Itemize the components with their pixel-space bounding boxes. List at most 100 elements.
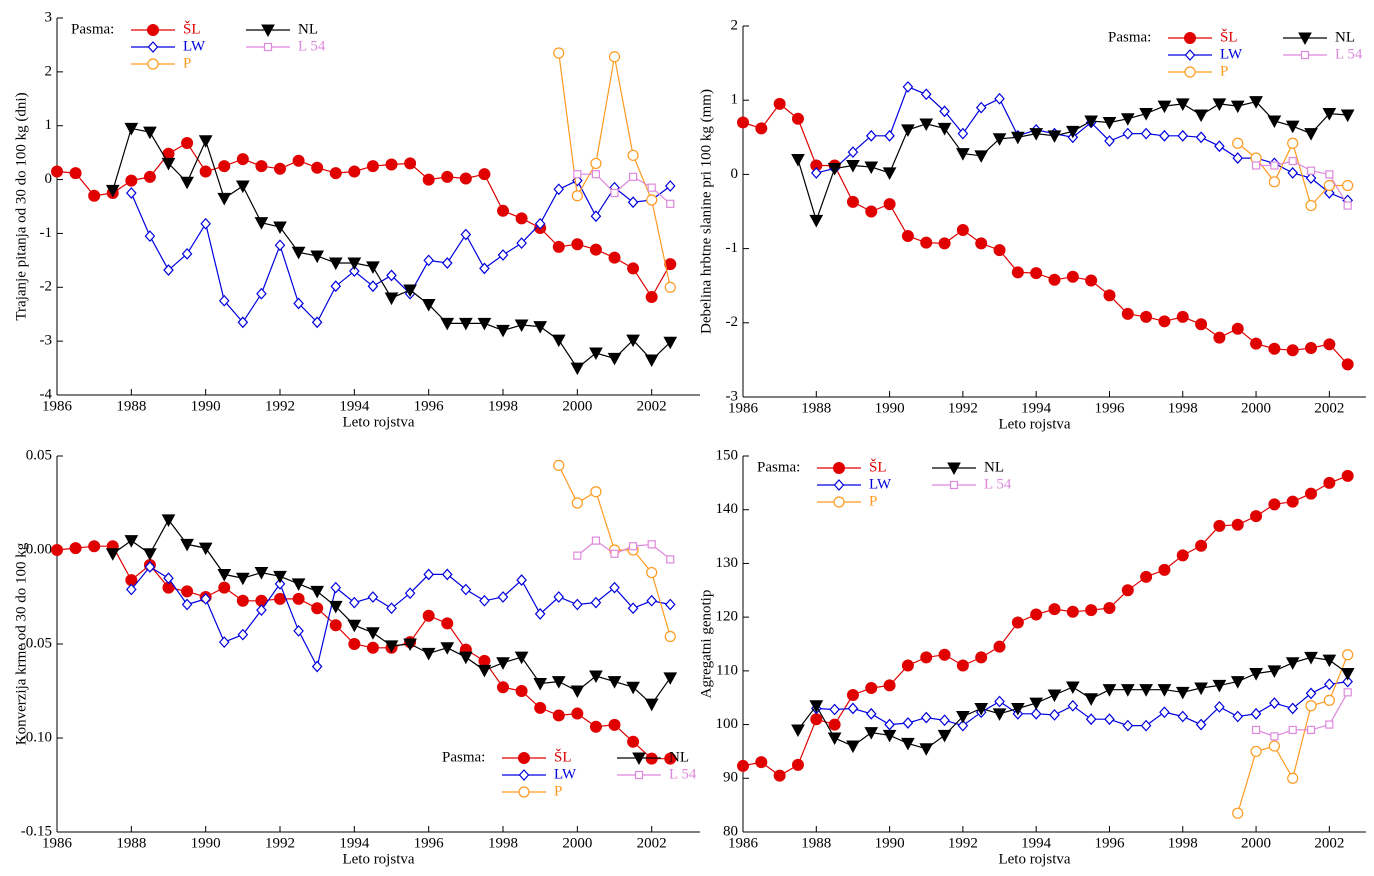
marker [1325,170,1334,179]
marker [163,264,174,276]
marker [571,190,583,202]
marker [291,578,306,591]
marker [347,619,362,633]
y-tick-label: 90 [723,770,738,786]
x-axis-label: Leto rojstva [342,851,414,867]
marker [993,640,1006,653]
marker [865,129,877,142]
marker [514,319,529,333]
marker [292,154,305,167]
marker [533,677,548,691]
marker [1231,322,1244,335]
marker [236,594,249,607]
marker [791,758,804,771]
marker [1306,166,1316,175]
marker [1342,179,1354,192]
marker [627,196,639,209]
marker [810,713,823,726]
marker [255,160,268,173]
marker [349,596,360,609]
x-tick-label: 1988 [801,400,831,416]
marker [496,657,510,670]
marker [254,217,269,230]
marker [645,290,658,303]
marker [1342,675,1353,688]
marker [956,224,969,237]
marker [1323,179,1335,192]
marker [263,42,273,52]
x-tick-label: 2000 [1241,835,1271,851]
marker [1029,128,1044,141]
marker [570,362,585,376]
marker [1158,563,1171,576]
marker [143,548,157,561]
legend-label: L 54 [669,766,697,782]
marker [610,549,619,558]
marker [1343,201,1352,210]
x-tick-label: 1988 [116,398,146,414]
marker [218,581,231,594]
marker [1287,137,1299,149]
x-tick-label: 1990 [875,835,905,851]
marker [1340,668,1355,681]
legend-label: P [183,55,191,71]
marker [198,135,213,148]
marker [589,670,603,684]
marker [441,170,454,183]
marker [274,577,286,590]
marker [273,221,287,235]
marker [1085,274,1098,287]
marker [423,568,434,581]
marker [292,592,305,605]
marker [1122,719,1134,732]
marker [645,752,658,765]
marker [573,170,582,179]
marker [737,759,749,772]
marker [147,24,159,36]
marker [589,720,602,733]
marker [1288,725,1297,735]
marker [947,462,961,476]
marker [755,122,768,135]
marker [291,246,306,260]
marker [590,596,602,609]
marker [1343,688,1352,697]
marker [884,129,895,142]
y-tick-label: -1 [40,225,53,241]
marker [1250,745,1262,758]
marker [1139,684,1153,697]
marker [1104,135,1115,147]
marker [1341,358,1354,371]
marker [1195,718,1207,731]
marker [1048,273,1061,286]
x-tick-label: 1994 [339,835,370,851]
marker [609,581,620,594]
marker [1267,665,1282,678]
marker [441,568,453,581]
marker [628,172,638,181]
y-tick-label: 130 [716,555,739,571]
marker [1011,266,1024,279]
marker [737,116,749,129]
marker [478,168,491,181]
x-tick-label: 1994 [1021,400,1052,416]
marker [181,136,194,149]
marker [1140,127,1152,140]
marker [1249,668,1263,681]
y-axis-label: Trajanje pitanja od 30 do 100 kg (dni) [13,92,29,320]
marker [810,167,822,179]
marker [1120,684,1135,697]
marker [573,551,582,560]
marker [791,154,805,167]
y-tick-label: 0 [45,171,53,187]
marker [88,189,101,202]
marker [1305,700,1317,712]
marker [883,198,896,211]
marker [646,194,658,206]
marker [608,251,621,264]
marker [181,598,193,611]
marker [126,187,137,199]
legend-label: L 54 [984,476,1012,492]
marker [607,352,622,366]
y-tick-label: 1 [731,92,739,108]
